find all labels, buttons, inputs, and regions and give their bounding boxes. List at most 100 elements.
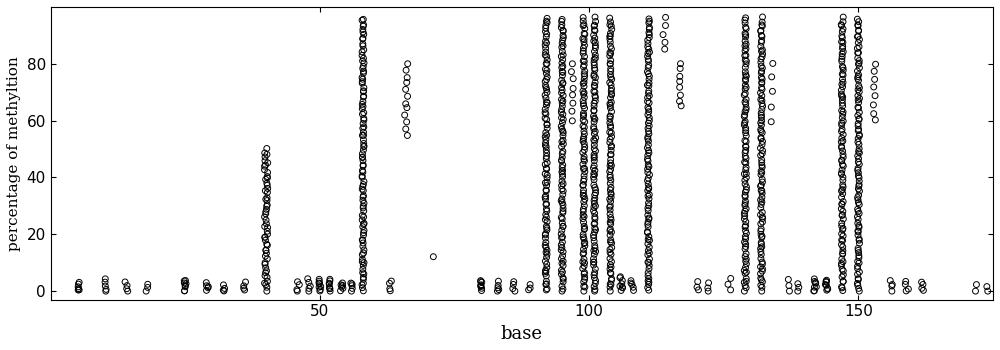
Point — [554, 158, 570, 163]
Point — [321, 281, 337, 287]
Point — [354, 252, 370, 258]
Point — [738, 61, 754, 67]
Point — [640, 71, 656, 77]
Point — [641, 106, 657, 112]
Point — [554, 77, 570, 83]
Point — [260, 170, 276, 175]
Point — [356, 117, 372, 123]
Point — [398, 86, 414, 92]
Point — [588, 190, 604, 196]
Point — [603, 99, 619, 105]
Point — [354, 106, 370, 112]
Point — [200, 284, 216, 289]
Point — [850, 97, 866, 103]
Point — [539, 100, 555, 105]
Point — [850, 22, 866, 28]
Point — [97, 276, 113, 282]
Point — [554, 126, 570, 132]
Point — [356, 88, 372, 93]
Point — [835, 94, 851, 100]
Point — [576, 141, 592, 147]
Point — [753, 264, 769, 270]
Point — [576, 203, 592, 208]
Point — [289, 288, 305, 294]
Point — [555, 141, 571, 147]
Point — [537, 235, 553, 241]
Point — [754, 219, 770, 225]
Point — [753, 197, 769, 203]
Point — [640, 120, 656, 126]
Point — [850, 74, 866, 79]
Point — [383, 278, 399, 284]
Point — [626, 288, 642, 293]
Point — [587, 210, 603, 216]
Point — [851, 250, 867, 255]
Point — [257, 234, 273, 240]
Point — [586, 208, 602, 213]
Point — [624, 281, 640, 287]
Point — [736, 171, 752, 177]
Point — [851, 72, 867, 77]
Point — [753, 60, 769, 65]
Point — [753, 240, 769, 245]
Point — [640, 248, 656, 253]
Point — [614, 281, 630, 287]
Point — [834, 122, 850, 128]
Point — [738, 258, 754, 264]
Point — [641, 186, 657, 191]
Point — [553, 124, 569, 129]
Point — [555, 276, 571, 282]
Point — [575, 48, 591, 54]
Point — [355, 240, 371, 246]
Point — [586, 83, 602, 88]
Point — [755, 148, 771, 153]
Point — [753, 48, 769, 54]
Point — [834, 242, 850, 247]
Point — [738, 128, 754, 133]
Point — [833, 22, 849, 27]
Point — [835, 132, 851, 137]
Point — [354, 18, 370, 23]
Point — [117, 279, 133, 285]
Point — [539, 103, 555, 108]
Point — [555, 174, 571, 180]
Point — [850, 123, 866, 128]
Point — [641, 280, 657, 285]
Point — [604, 143, 620, 149]
Point — [612, 274, 628, 280]
Point — [640, 41, 656, 46]
Point — [850, 200, 866, 205]
Point — [738, 175, 754, 180]
Point — [834, 213, 850, 218]
Point — [602, 284, 618, 290]
Point — [554, 19, 570, 24]
Point — [835, 182, 851, 188]
Point — [400, 93, 416, 99]
Point — [311, 280, 327, 286]
Point — [850, 277, 866, 282]
Point — [355, 224, 371, 230]
Point — [753, 205, 769, 211]
Point — [738, 78, 754, 83]
Point — [851, 19, 867, 24]
Point — [754, 19, 770, 25]
Point — [603, 199, 619, 204]
Point — [641, 216, 657, 222]
Point — [851, 110, 867, 115]
Point — [603, 19, 619, 25]
Point — [258, 247, 274, 253]
Point — [577, 73, 593, 78]
Point — [738, 156, 754, 161]
Point — [554, 151, 570, 156]
Point — [808, 284, 824, 289]
Point — [603, 264, 619, 270]
Point — [505, 282, 521, 287]
Point — [555, 253, 571, 259]
Point — [356, 260, 372, 265]
Point — [834, 64, 850, 69]
Point — [586, 204, 602, 210]
Point — [754, 176, 770, 182]
Point — [587, 55, 603, 61]
Point — [355, 36, 371, 42]
Point — [555, 279, 571, 285]
